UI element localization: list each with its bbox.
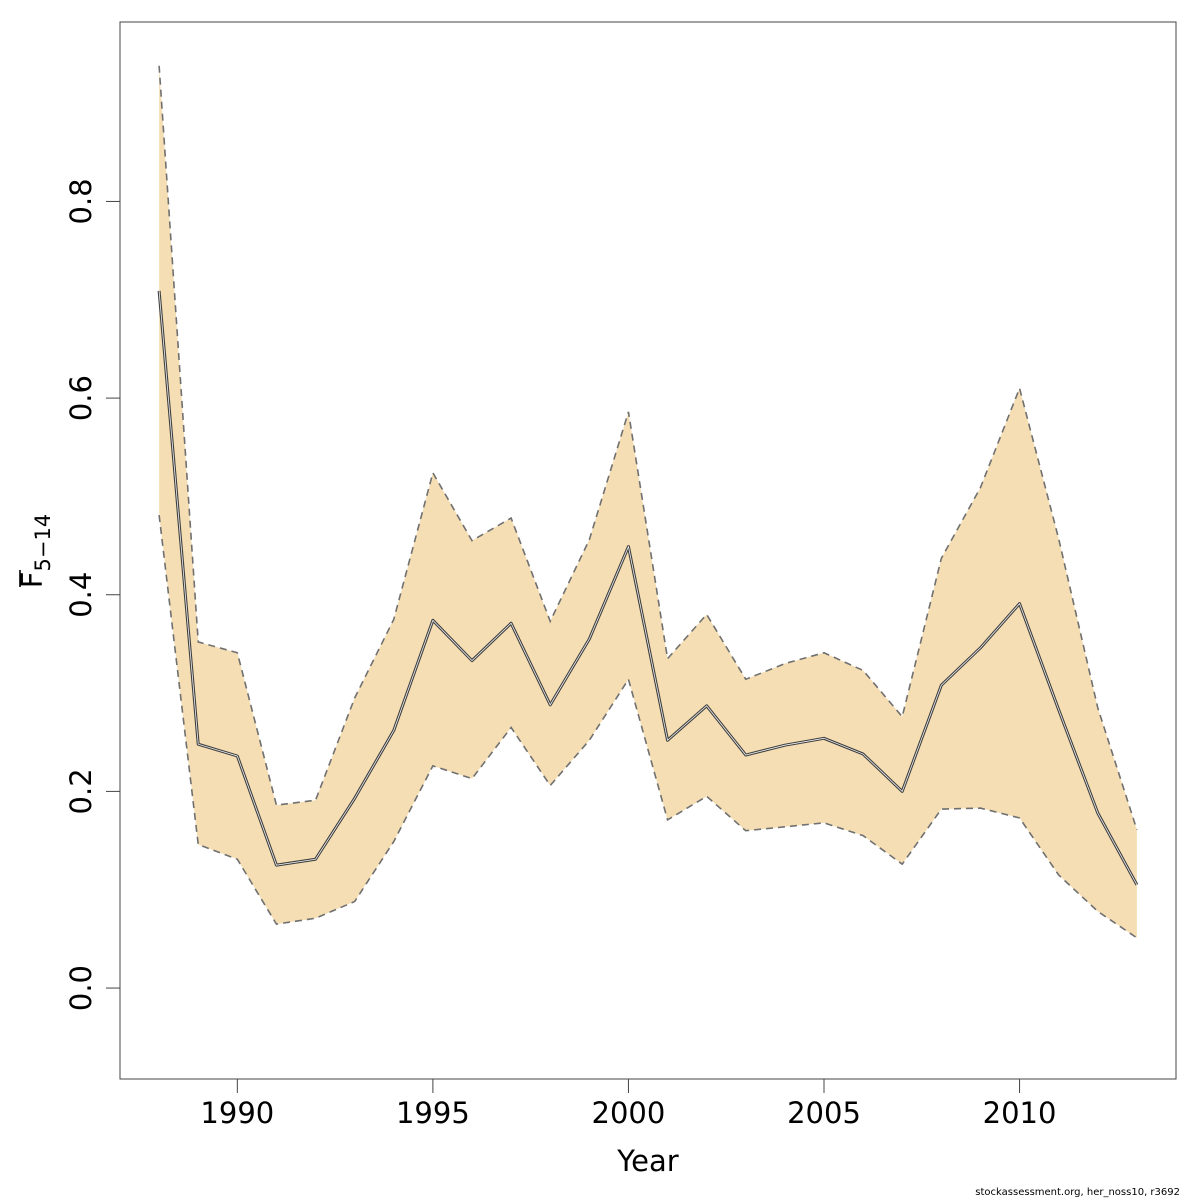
y-tick-label: 0.2 — [64, 768, 98, 814]
lower-bound-line — [158, 515, 1138, 939]
x-axis: 1990 1995 2000 2005 2010 — [200, 1078, 1057, 1130]
y-axis-title: F5−14 — [15, 514, 55, 588]
x-tick-label: 2005 — [787, 1096, 861, 1130]
x-tick-label: 1990 — [200, 1096, 274, 1130]
plot-layer — [157, 65, 1139, 939]
upper-bound-line — [158, 65, 1138, 830]
y-tick-label: 0.0 — [64, 965, 98, 1011]
x-tick-label: 2010 — [983, 1096, 1057, 1130]
y-axis: 0.0 0.2 0.4 0.6 0.8 — [64, 178, 121, 1011]
footer-text: stockassessment.org, her_noss10, r3692 — [975, 1187, 1180, 1198]
x-tick-label: 1995 — [396, 1096, 470, 1130]
estimate-line-core — [158, 290, 1138, 885]
x-axis-title: Year — [616, 1144, 678, 1178]
confidence-band — [159, 65, 1137, 938]
y-axis-title-sub: 5−14 — [31, 514, 55, 572]
y-tick-label: 0.8 — [64, 178, 98, 224]
svg-text:F5−14: F5−14 — [15, 514, 55, 588]
y-axis-title-main: F — [15, 572, 49, 589]
x-tick-label: 2000 — [592, 1096, 666, 1130]
y-tick-label: 0.6 — [64, 375, 98, 421]
y-tick-label: 0.4 — [64, 572, 98, 618]
